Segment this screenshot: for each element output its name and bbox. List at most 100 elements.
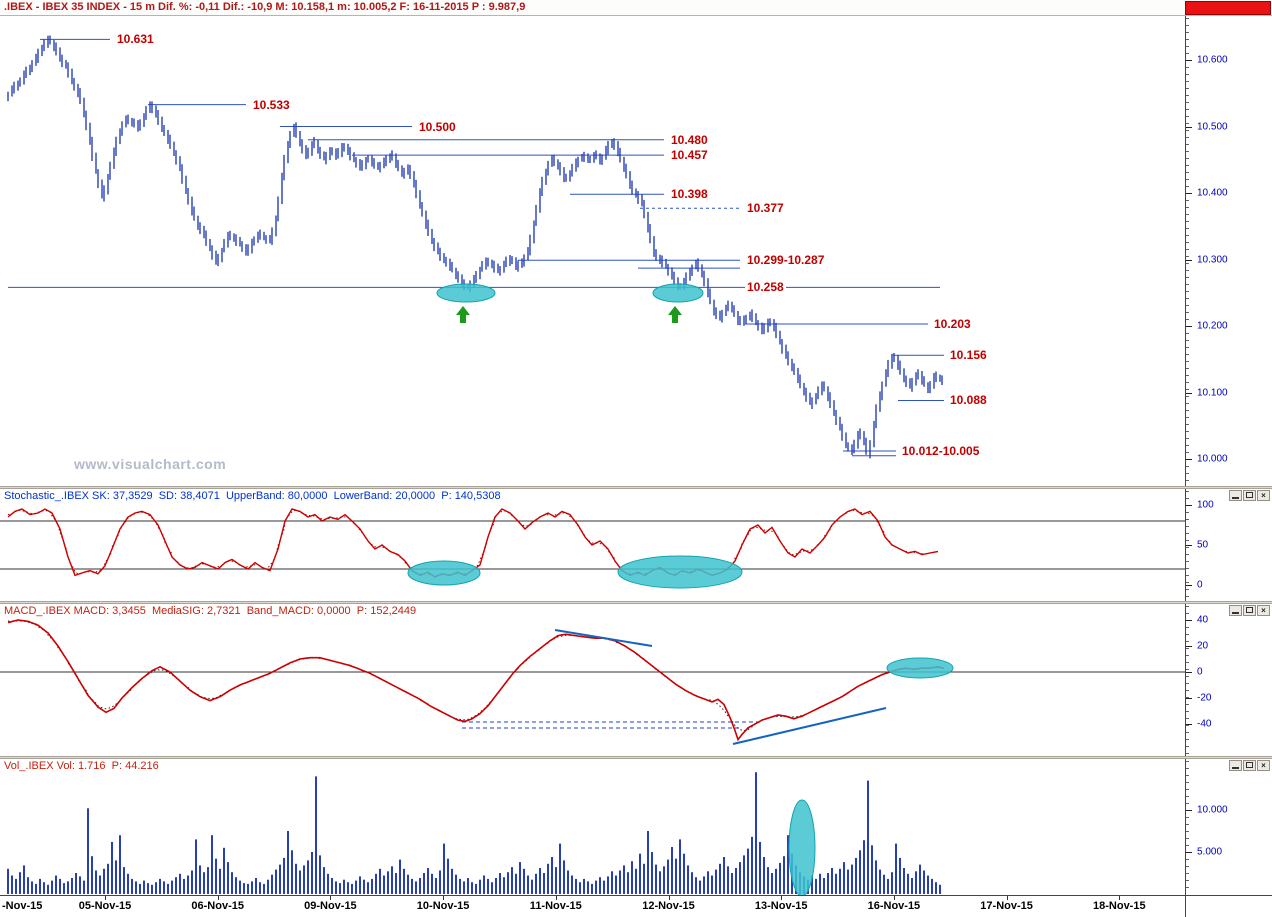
- price-level-label: 10.398: [669, 187, 710, 202]
- minimize-button[interactable]: [1229, 760, 1242, 771]
- minimize-button[interactable]: [1229, 490, 1242, 501]
- panel-window-buttons: ×: [1229, 490, 1270, 501]
- price-level-label: 10.156: [948, 348, 989, 363]
- price-level-label: 10.533: [251, 97, 292, 112]
- macd-axis-label: 40: [1197, 614, 1209, 626]
- macd-axis-tick: [1186, 646, 1192, 647]
- stochastic-axis-label: 0: [1197, 579, 1203, 591]
- price-axis-tick: [1186, 259, 1192, 261]
- panel-splitter[interactable]: [0, 601, 1272, 604]
- restore-button[interactable]: [1243, 490, 1256, 501]
- price-axis-label: 10.000: [1197, 453, 1228, 465]
- macd-axis-label: 0: [1197, 666, 1203, 678]
- macd-line: [7, 619, 945, 742]
- volume-chart-canvas[interactable]: Vol_.IBEX Vol: 1.716 P: 44.216: [0, 759, 1185, 895]
- price-axis-tick: [1186, 60, 1192, 61]
- date-tick: [1006, 896, 1008, 900]
- date-tick: [781, 896, 783, 900]
- price-svg: [7, 35, 944, 459]
- macd-axis-tick: [1186, 672, 1192, 673]
- price-axis-tick: [1186, 126, 1192, 128]
- macd-axis-tick: [1186, 698, 1192, 699]
- close-button[interactable]: ×: [1257, 605, 1270, 616]
- date-label: 12-Nov-15: [642, 900, 695, 912]
- axis-corner: [1185, 896, 1272, 917]
- stochastic-panel: Stochastic_.IBEX SK: 37,3529 SD: 38,4071…: [0, 489, 1272, 601]
- volume-bars: [7, 772, 941, 894]
- price-axis-tick: [1186, 459, 1192, 460]
- support-arrow-icon: [456, 306, 682, 323]
- date-label: 16-Nov-15: [867, 900, 921, 912]
- restore-button[interactable]: [1243, 760, 1256, 771]
- volume-axis[interactable]: × 10.000 5.000: [1185, 759, 1272, 895]
- price-level-label: 10.088: [948, 393, 989, 408]
- price-axis-label: 10.300: [1197, 254, 1228, 265]
- chart-titlebar: .IBEX - IBEX 35 INDEX - 15 m Dif. %: -0,…: [0, 0, 1272, 16]
- restore-icon: [1246, 492, 1253, 498]
- minimize-icon: [1232, 497, 1239, 499]
- stochastic-axis-label: 50: [1197, 539, 1209, 551]
- stochastic-axis[interactable]: × 100 50 0: [1185, 489, 1272, 601]
- highlight-ellipse: [407, 555, 743, 589]
- macd-panel: MACD_.IBEX MACD: 3,3455 MediaSIG: 2,7321…: [0, 604, 1272, 756]
- panel-window-buttons: ×: [1229, 605, 1270, 616]
- price-level-label: 10.203: [932, 317, 973, 331]
- price-axis-label: 10.500: [1197, 121, 1228, 132]
- volume-svg: [7, 772, 941, 895]
- trend-line: [554, 629, 653, 647]
- macd-svg: [0, 619, 1185, 745]
- stochastic-axis-tick: [1186, 505, 1192, 506]
- date-tick: [668, 896, 670, 900]
- macd-axis-tick: [1186, 724, 1192, 725]
- date-tick: [443, 896, 445, 900]
- panel-splitter[interactable]: [0, 756, 1272, 759]
- volume-axis-tick: [1186, 852, 1192, 853]
- axis-minor-ticks: [1186, 18, 1189, 484]
- date-label: 05-Nov-15: [78, 900, 132, 912]
- axis-minor-ticks: [1186, 606, 1189, 754]
- price-level-label: 10.258: [745, 280, 786, 295]
- macd-axis-label: -20: [1197, 692, 1212, 704]
- date-tick: [217, 896, 219, 900]
- date-label: 11-Nov-15: [529, 900, 582, 912]
- price-axis-label: 10.600: [1197, 54, 1228, 66]
- close-button[interactable]: ×: [1257, 760, 1270, 771]
- restore-icon: [1246, 607, 1253, 613]
- restore-icon: [1246, 762, 1253, 768]
- date-label: 17-Nov-15: [980, 900, 1033, 912]
- minimize-button[interactable]: [1229, 605, 1242, 616]
- date-tick: [893, 896, 895, 900]
- macd-axis[interactable]: × 40 20 0 -20 -40: [1185, 604, 1272, 756]
- price-axis-tick: [1186, 392, 1192, 394]
- date-label: 13-Nov-15: [754, 900, 808, 912]
- macd-chart-canvas[interactable]: MACD_.IBEX MACD: 3,3455 MediaSIG: 2,7321…: [0, 604, 1185, 756]
- price-axis-label: 10.400: [1197, 187, 1228, 199]
- stochastic-axis-tick: [1186, 585, 1192, 586]
- macd-signal-line: [7, 620, 945, 732]
- time-axis[interactable]: -Nov-15 05-Nov-15 06-Nov-15 09-Nov-15 10-Nov…: [0, 895, 1272, 917]
- date-tick: [105, 896, 106, 900]
- macd-axis-tick: [1186, 620, 1192, 621]
- price-level-label: 10.631: [115, 32, 156, 47]
- price-axis[interactable]: 10.600 10.500 10.400 10.300 10.200 10.100 10.0…: [1185, 16, 1272, 486]
- macd-header: MACD_.IBEX MACD: 3,3455 MediaSIG: 2,7321…: [4, 605, 417, 617]
- restore-button[interactable]: [1243, 605, 1256, 616]
- price-axis-label: 10.100: [1197, 387, 1228, 398]
- highlight-ellipse: [788, 799, 816, 895]
- price-level-label: 10.500: [417, 119, 458, 134]
- panel-splitter[interactable]: [0, 486, 1272, 489]
- macd-axis-label: -40: [1197, 718, 1212, 730]
- volume-header: Vol_.IBEX Vol: 1.716 P: 44.216: [4, 760, 159, 772]
- price-chart-canvas[interactable]: www.visualchart.com 10.631 10.533 10.500 10…: [0, 16, 1185, 486]
- stochastic-axis-label: 100: [1197, 499, 1214, 511]
- close-button[interactable]: ×: [1257, 490, 1270, 501]
- stochastic-chart-canvas[interactable]: Stochastic_.IBEX SK: 37,3529 SD: 38,4071…: [0, 489, 1185, 601]
- date-label: 09-Nov-15: [304, 900, 357, 912]
- date-tick: [1119, 896, 1121, 900]
- macd-axis-label: 20: [1197, 640, 1209, 652]
- latest-data-marker[interactable]: [1185, 1, 1271, 15]
- price-panel: www.visualchart.com 10.631 10.533 10.500 10…: [0, 16, 1272, 486]
- volume-axis-tick: [1186, 810, 1192, 811]
- volume-panel: Vol_.IBEX Vol: 1.716 P: 44.216 × 10.000 5…: [0, 759, 1272, 895]
